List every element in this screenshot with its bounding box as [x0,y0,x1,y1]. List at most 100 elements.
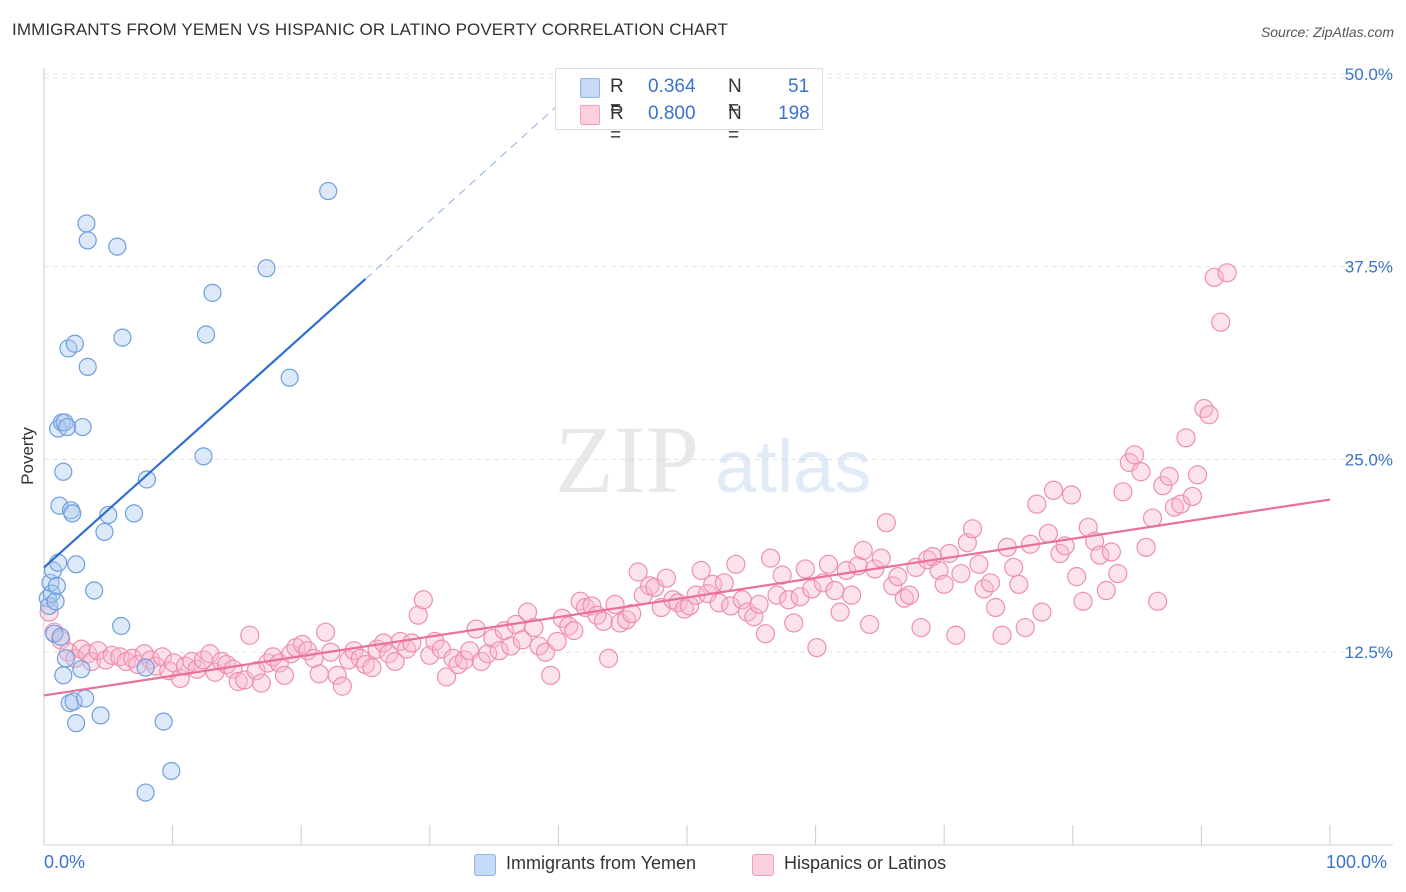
legend-r-label: R = [610,76,624,119]
hispanic-point [616,610,637,630]
yemen-point [77,214,96,233]
hispanic-point [1187,465,1208,485]
hispanic-point [876,513,896,533]
hispanic-point [674,599,695,619]
hispanic-point [714,573,734,593]
legend-n-label: N = [728,103,742,146]
hispanic-point [1148,591,1168,611]
y-tick-labels: 12.5% 25.0% 37.5% 50.0% [1345,65,1393,662]
hispanic-point [946,625,966,645]
y-tick-label: 50.0% [1345,65,1393,84]
yemen-point [124,504,144,523]
yemen-point [136,783,155,802]
hispanic-point [830,602,850,622]
hispanic-point [1101,542,1121,562]
hispanic-point [1061,485,1082,505]
yemen-point [67,714,86,733]
y-tick-label: 12.5% [1345,643,1393,662]
legend-n-value: 198 [778,103,810,124]
hispanic-point [911,617,931,638]
hispanic-point [1199,405,1219,425]
hispanic-point [1159,466,1179,486]
hispanic-point [726,554,746,574]
series-swatch-yemen [474,854,496,876]
chart-title: IMMIGRANTS FROM YEMEN VS HISPANIC OR LAT… [12,20,728,39]
yemen-point [61,501,81,520]
hispanic-point [1043,480,1064,500]
hispanic-point [656,568,677,588]
hispanic-point [1038,523,1058,544]
hispanic-point [362,658,382,678]
hispanic-point [413,590,433,610]
legend-r-label: R = [610,103,624,146]
watermark-atlas: atlas [715,425,871,508]
hispanic-point [1009,574,1029,594]
x-tick-label-max: 100.0% [1326,852,1388,872]
yemen-point [95,522,114,542]
hispanic-point [1090,545,1110,565]
hispanic-point [842,585,862,605]
legend-r-value: 0.364 [648,76,696,97]
yemen-point [91,706,110,725]
hispanic-point [316,622,336,642]
hispanic-point [755,624,776,644]
hispanic-point [524,617,544,638]
hispanic-point [454,650,475,670]
yemen-point [63,504,82,523]
yemen-point [49,553,68,572]
hispanic-point [628,562,648,582]
hispanic-point [541,665,561,685]
hispanic-point [593,611,614,631]
yemen-point [51,627,70,646]
hispanic-point [894,588,914,608]
yemen-point [58,417,77,437]
hispanic-points [39,263,1237,696]
hispanic-point [1032,602,1052,622]
hispanic-point [327,665,347,685]
hispanic-point [547,631,567,652]
hispanic-point [807,637,827,658]
yemen-point [64,692,83,711]
hispanic-point [1211,312,1231,332]
watermark: ZIP atlas [555,406,871,513]
series-legend-label: Hispanics or Latinos [784,853,947,873]
hispanic-point [436,667,457,687]
hispanic-point [951,563,971,584]
axes [43,68,1393,846]
yemen-point [203,283,222,302]
hispanic-point [1136,537,1156,557]
source-credit: Source: ZipAtlas.com [1260,24,1394,40]
yemen-point [56,649,75,668]
hispanic-point [1096,580,1116,601]
yemen-point [196,325,216,344]
correlation-legend: R = 0.364 N = 51 R = 0.800 N = 198 [555,68,823,146]
hispanic-point [489,641,509,661]
hispanic-point [274,665,295,685]
hispanic-point [1073,591,1093,611]
hispanic-point [385,651,405,672]
hispanic-point [483,628,503,648]
hispanic-point [778,590,799,610]
hispanic-point [760,548,781,568]
hispanic-point [1171,494,1191,514]
hispanic-point [691,560,711,581]
hispanic-point [1067,567,1087,587]
yemen-point [67,555,86,574]
yemen-trend-line [43,278,367,569]
hispanic-point [102,645,122,665]
y-tick-label: 25.0% [1345,450,1393,469]
hispanic-point [246,661,266,681]
hispanic-point [81,651,102,672]
hispanic-point [1176,428,1196,448]
hispanic-point [744,607,764,627]
hispanic-point [1108,563,1128,584]
yemen-point [162,761,181,781]
hispanic-point [39,602,59,622]
hispanic-point [1204,267,1224,288]
hispanic-point [200,644,220,664]
yemen-points [38,181,338,802]
yemen-point [112,616,131,636]
hispanic-point [795,559,815,579]
hispanic-point [802,579,822,599]
yemen-trend-extension [365,104,559,280]
